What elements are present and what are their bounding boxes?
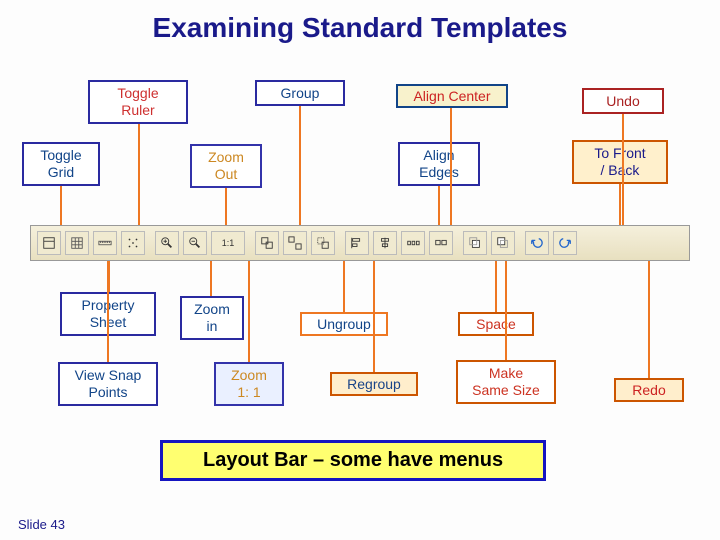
label-toggle-ruler: Toggle Ruler [88,80,188,124]
slide-number: Slide 43 [18,517,65,532]
label-align-center: Align Center [396,84,508,108]
label-toggle-grid: Toggle Grid [22,142,100,186]
group-icon[interactable] [255,231,279,255]
zoom-1-1-icon[interactable]: 1:1 [211,231,245,255]
label-align-edges: Align Edges [398,142,480,186]
connector-line [495,261,497,312]
label-undo: Undo [582,88,664,114]
redo-icon[interactable] [553,231,577,255]
grid-icon[interactable] [65,231,89,255]
connector-line [248,261,250,362]
caption: Layout Bar – some have menus [160,440,546,481]
regroup-icon[interactable] [311,231,335,255]
label-space: Space [458,312,534,336]
zoom-out-icon[interactable] [183,231,207,255]
label-make-same: Make Same Size [456,360,556,404]
connector-line [107,261,109,362]
space-icon[interactable] [401,231,425,255]
undo-icon[interactable] [525,231,549,255]
connector-line [450,108,452,225]
to-front-icon[interactable] [463,231,487,255]
align-edges-icon[interactable] [345,231,369,255]
label-to-front: To Front / Back [572,140,668,184]
same-size-icon[interactable] [429,231,453,255]
label-zoom-out: Zoom Out [190,144,262,188]
to-back-icon[interactable] [491,231,515,255]
connector-line [225,188,227,225]
slide-title: Examining Standard Templates [0,12,720,44]
connector-line [373,261,375,372]
align-center-icon[interactable] [373,231,397,255]
connector-line [648,261,650,378]
label-redo: Redo [614,378,684,402]
layout-toolbar: 1:1 [30,225,690,261]
property-sheet-icon[interactable] [37,231,61,255]
connector-line [138,124,140,225]
ruler-icon[interactable] [93,231,117,255]
label-regroup: Regroup [330,372,418,396]
zoom-in-icon[interactable] [155,231,179,255]
label-zoom-in: Zoom in [180,296,244,340]
snap-points-icon[interactable] [121,231,145,255]
connector-line [619,184,621,225]
connector-line [210,261,212,296]
connector-line [505,261,507,360]
label-group: Group [255,80,345,106]
ungroup-icon[interactable] [283,231,307,255]
connector-line [438,186,440,225]
connector-line [299,106,301,225]
label-zoom-1-1: Zoom 1: 1 [214,362,284,406]
connector-line [60,186,62,225]
connector-line [343,261,345,312]
label-view-snap: View Snap Points [58,362,158,406]
connector-line [622,114,624,225]
